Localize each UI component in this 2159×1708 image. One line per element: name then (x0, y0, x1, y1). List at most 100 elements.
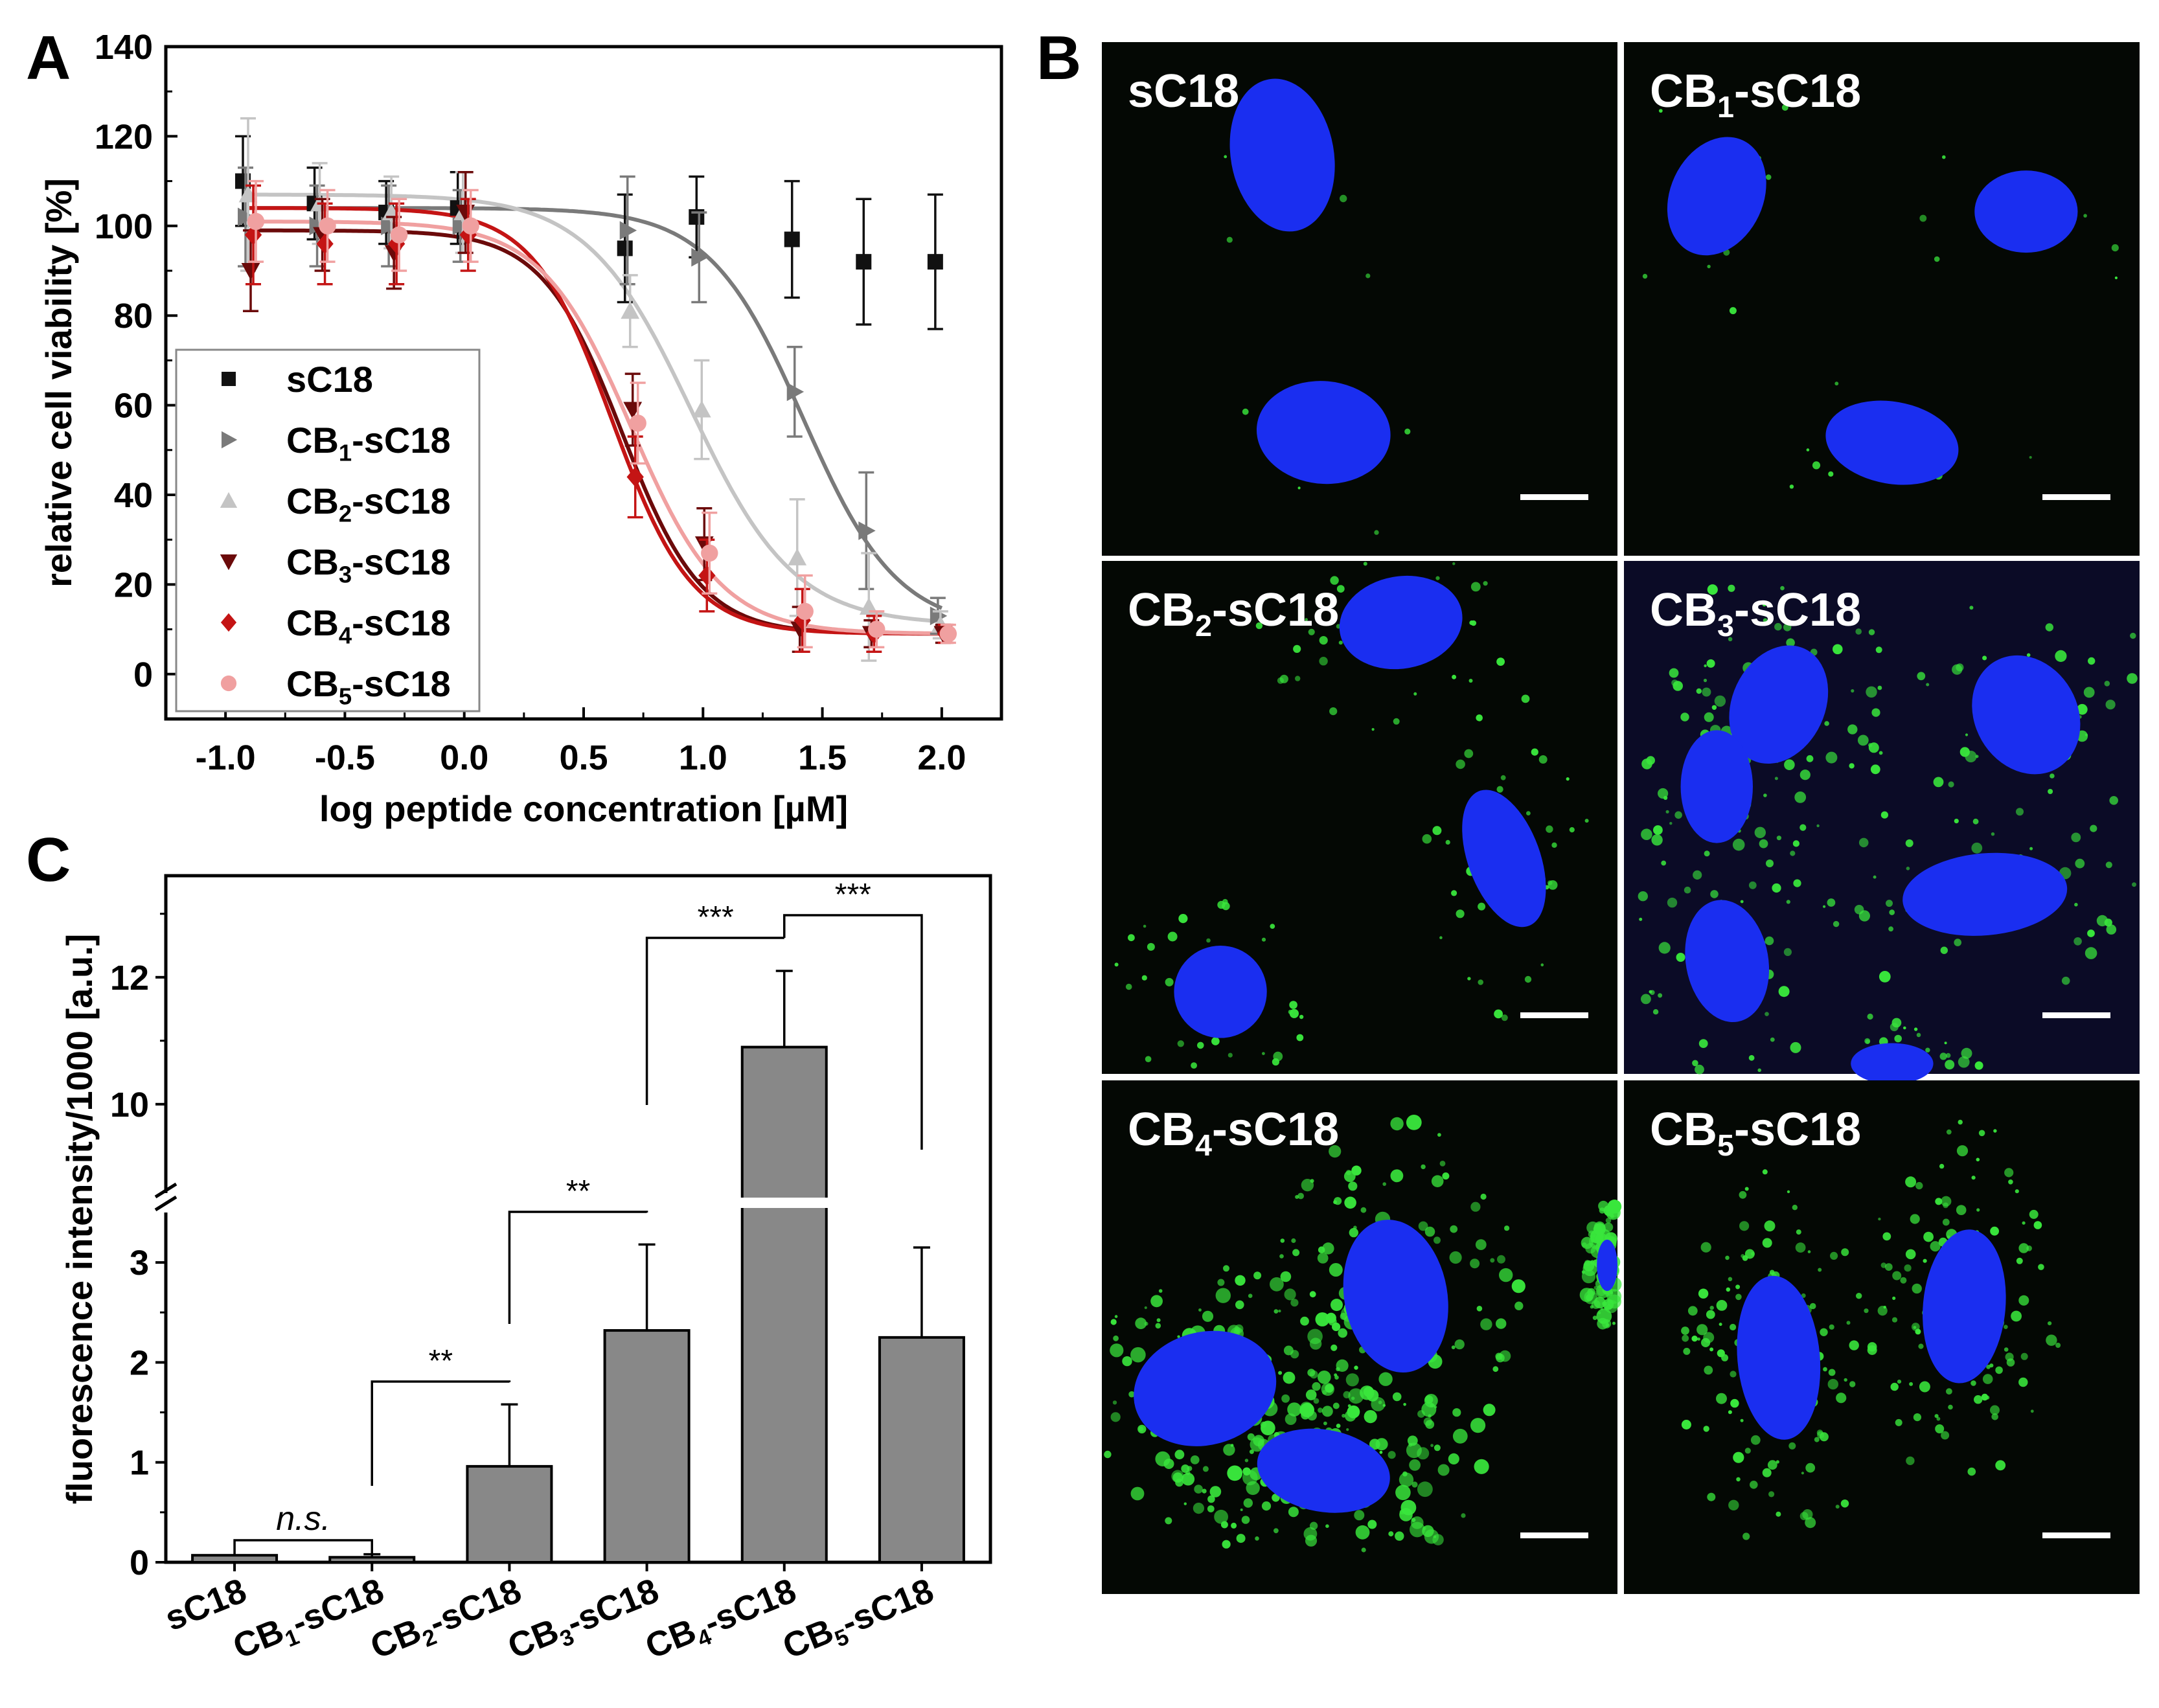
vesicle (1669, 668, 1679, 678)
vesicle (1345, 1373, 1359, 1387)
vesicle (1590, 1260, 1595, 1265)
vesicle (1750, 1251, 1755, 1256)
vesicle (1875, 646, 1882, 654)
vesicle (1805, 1517, 1816, 1529)
vesicle (1474, 1459, 1489, 1474)
vesicle (1816, 1429, 1823, 1436)
vesicle (2050, 773, 2055, 779)
vesicle (1710, 890, 1719, 898)
vesicle (1594, 1223, 1606, 1235)
vesicle (1776, 1460, 1779, 1464)
micrograph-tile: CB3-sC18 (1624, 561, 2140, 1084)
vesicle (1594, 1286, 1598, 1290)
vesicle (1261, 1420, 1275, 1435)
vesicle (1806, 755, 1814, 762)
vesicle (1806, 448, 1810, 451)
vesicle (1448, 1453, 1459, 1464)
vesicle (1439, 1161, 1446, 1167)
bar (191, 1554, 279, 1564)
vesicle (1849, 1381, 1856, 1387)
vesicle (1681, 1420, 1691, 1429)
vesicle (1795, 1242, 1806, 1253)
vesicle (1202, 1310, 1214, 1322)
vesicle (1270, 1277, 1284, 1292)
vesicle (1646, 756, 1655, 765)
vesicle (1750, 1435, 1761, 1445)
micrograph-label: sC18 (1128, 65, 1239, 117)
vesicle (1279, 1254, 1284, 1258)
vesicle (1939, 1053, 1947, 1060)
vesicle (1971, 842, 1983, 854)
vesicle (1790, 850, 1796, 856)
x-tick-labels: -1.0 -0.5 0.0 0.5 1.0 1.5 2.0 (196, 738, 966, 777)
vesicle (1333, 1200, 1338, 1204)
vesicle (2026, 653, 2031, 657)
vesicle (1696, 688, 1702, 694)
vesicle (1993, 1129, 1997, 1133)
vesicle (1143, 924, 1147, 928)
vesicle (1198, 1308, 1202, 1312)
vesicle (1991, 832, 1995, 836)
vesicle (1321, 1406, 1333, 1417)
vesicle (1641, 994, 1651, 1005)
vesicle (1744, 1448, 1751, 1454)
vesicle (1704, 712, 1714, 722)
vesicle (1343, 1170, 1356, 1182)
vesicle (1224, 155, 1228, 159)
data-point (786, 382, 805, 402)
data-point (459, 225, 477, 245)
vesicle (1175, 1478, 1183, 1487)
vesicle (1309, 1338, 1322, 1350)
vesicle (1504, 1225, 1510, 1231)
vesicle (1382, 1182, 1386, 1186)
vesicle (1829, 1324, 1834, 1330)
vesicle (1112, 1400, 1117, 1405)
vesicle (1165, 1517, 1172, 1525)
vesicle (1830, 1251, 1838, 1260)
vesicle (1799, 1512, 1809, 1521)
vesicle (1379, 1450, 1383, 1454)
vesicle (1658, 993, 1663, 998)
vesicle (1467, 977, 1471, 981)
vesicle (1309, 1291, 1316, 1298)
vesicle (1989, 1363, 1994, 1368)
nucleus (1667, 137, 1766, 256)
vesicle (1177, 1335, 1180, 1338)
vesicle (2083, 214, 2087, 218)
vesicle (1236, 1534, 1246, 1543)
vesicle (1888, 926, 1894, 932)
vesicle (1880, 811, 1888, 819)
vesicle (1780, 586, 1785, 591)
vesicle (1110, 1412, 1121, 1422)
vesicle (1281, 1394, 1290, 1403)
vesicle (1369, 1439, 1380, 1450)
vesicle (1406, 1115, 1422, 1130)
vesicle (1607, 1200, 1622, 1214)
vesicle (1317, 1253, 1329, 1264)
vesicle (2045, 623, 2053, 632)
vesicle (1897, 1380, 1902, 1384)
scale-bar (1520, 1532, 1588, 1538)
y-tick-label: 140 (95, 28, 153, 67)
vesicle (1730, 1371, 1737, 1378)
y-tick-labels: 0 20 40 60 80 100 120 140 (95, 28, 153, 694)
vesicle (1243, 1498, 1253, 1508)
vesicle (1959, 747, 1970, 757)
vesicle (2083, 687, 2095, 698)
scale-bar (2042, 494, 2110, 500)
data-point (309, 216, 326, 236)
vesicle (1900, 1277, 1907, 1284)
data-point (626, 466, 644, 487)
vesicle (1939, 1163, 1945, 1169)
vesicle (1348, 1181, 1358, 1191)
micrograph-background (1102, 42, 1617, 556)
vesicle (1222, 1540, 1231, 1549)
vesicle (1130, 1347, 1146, 1363)
vesicle (1696, 1324, 1708, 1336)
vesicle (1500, 775, 1506, 780)
vesicle (1501, 1014, 1508, 1021)
vesicle (1730, 1323, 1737, 1331)
y-tick-label: 2 (130, 1343, 149, 1382)
vesicle (1494, 1009, 1503, 1019)
vesicle (1538, 755, 1548, 764)
